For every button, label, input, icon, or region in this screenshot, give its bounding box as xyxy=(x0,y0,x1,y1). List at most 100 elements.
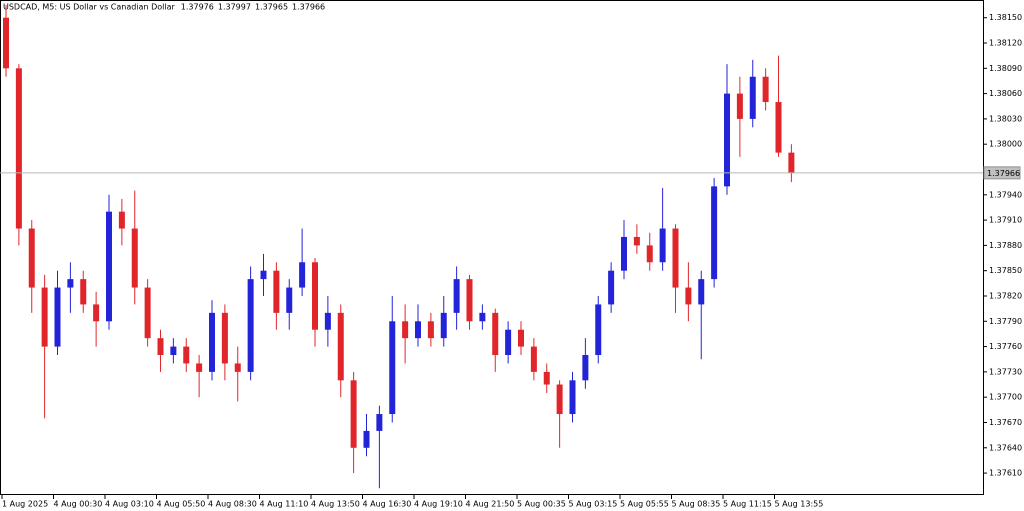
x-tick-label: 4 Aug 08:30 xyxy=(208,500,257,509)
candle-body xyxy=(530,346,537,372)
candle-body xyxy=(67,279,74,288)
candle-body xyxy=(518,329,524,347)
y-tick-label: 1.38060 xyxy=(989,89,1022,98)
header-ohlc: 1.37976 xyxy=(181,3,214,12)
x-tick-label: 5 Aug 13:55 xyxy=(775,500,824,509)
candle-body xyxy=(234,363,241,372)
candle-body xyxy=(402,321,409,339)
header: USDCAD, M5: US Dollar vs Canadian Dollar xyxy=(3,3,175,12)
y-tick-label: 1.37670 xyxy=(989,418,1022,427)
candle-body xyxy=(685,287,692,305)
price-label-box xyxy=(983,166,1021,180)
candle-body xyxy=(144,287,151,339)
candle-body xyxy=(543,371,550,385)
x-tick-label: 5 Aug 11:15 xyxy=(723,500,772,509)
y-tick-label: 1.37700 xyxy=(989,393,1022,402)
candle-body xyxy=(505,329,512,356)
y-tick-label: 1.37850 xyxy=(989,266,1022,275)
x-tick-label: 4 Aug 03:10 xyxy=(105,500,154,509)
candle-body xyxy=(749,76,756,119)
candle-body xyxy=(440,312,447,339)
candle-body xyxy=(595,304,602,356)
candle-body xyxy=(337,312,344,381)
y-tick-label: 1.37820 xyxy=(989,291,1022,300)
candle-body xyxy=(698,279,705,305)
candle-body xyxy=(427,321,434,339)
header-ohlc: 1.37965 xyxy=(255,3,288,12)
candle-body xyxy=(788,152,795,173)
candle-body xyxy=(466,279,473,322)
candle-body xyxy=(196,363,203,372)
candle-body xyxy=(54,287,61,347)
candle-body xyxy=(608,270,615,305)
y-tick-label: 1.37610 xyxy=(989,469,1022,478)
candle-body xyxy=(93,304,100,322)
candle-body xyxy=(492,312,499,356)
candle-body xyxy=(711,186,718,280)
candle-body xyxy=(41,287,48,347)
x-tick-label: 4 Aug 05:50 xyxy=(157,500,206,509)
candle-body xyxy=(621,236,627,271)
candle-body xyxy=(3,17,9,69)
x-tick-label: 4 Aug 11:10 xyxy=(260,500,309,509)
candle-body xyxy=(28,228,35,288)
x-tick-label: 5 Aug 05:55 xyxy=(620,500,669,509)
candle-body xyxy=(415,321,421,339)
candle-body xyxy=(363,430,370,448)
y-tick-label: 1.38120 xyxy=(989,39,1022,48)
candle-body xyxy=(453,279,460,313)
candle-body xyxy=(659,228,666,263)
x-tick-label: 1 Aug 2025 xyxy=(2,500,48,509)
candle-body xyxy=(299,262,306,288)
candle-body xyxy=(106,211,112,322)
chart-title: USDCAD, M5: US Dollar vs Canadian Dollar xyxy=(3,3,175,12)
candle-body xyxy=(324,312,331,330)
candle-body xyxy=(131,228,138,288)
x-tick-label: 4 Aug 16:30 xyxy=(363,500,412,509)
candle-body xyxy=(221,312,228,364)
price-label: 1.37966 xyxy=(987,169,1020,178)
plot-frame xyxy=(0,0,984,495)
candle-body xyxy=(556,384,563,415)
candle-body xyxy=(157,338,164,356)
y-tick-label: 1.37790 xyxy=(989,317,1022,326)
candle-body xyxy=(260,270,267,280)
candle-body xyxy=(209,312,215,372)
candle-body xyxy=(672,228,679,288)
x-tick-label: 5 Aug 03:15 xyxy=(569,500,618,509)
x-tick-label: 4 Aug 21:50 xyxy=(466,500,515,509)
candle-body xyxy=(286,287,293,313)
y-tick-label: 1.37640 xyxy=(989,443,1022,452)
candle-body xyxy=(389,321,396,415)
candle-body xyxy=(15,68,22,229)
candle-body xyxy=(582,355,589,381)
x-tick-label: 5 Aug 08:35 xyxy=(672,500,721,509)
candle-body xyxy=(724,93,730,187)
y-tick-label: 1.37910 xyxy=(989,216,1022,225)
candle-body xyxy=(247,279,254,372)
x-tick-label: 4 Aug 13:50 xyxy=(311,500,360,509)
candle-body xyxy=(775,102,782,153)
candle-body xyxy=(170,346,177,356)
candle-body xyxy=(273,270,280,313)
candle-body xyxy=(633,236,640,246)
y-tick-label: 1.37880 xyxy=(989,241,1022,250)
candle-body xyxy=(80,279,87,305)
candle-body xyxy=(762,76,769,103)
candle-body xyxy=(312,262,318,330)
y-tick-label: 1.38150 xyxy=(989,13,1022,22)
candle-body xyxy=(183,346,190,364)
x-tick-label: 4 Aug 00:30 xyxy=(54,500,103,509)
candle-body xyxy=(569,380,576,415)
y-tick-label: 1.37730 xyxy=(989,367,1022,376)
candle-body xyxy=(376,414,383,431)
y-tick-label: 1.37940 xyxy=(989,190,1022,199)
x-tick-label: 5 Aug 00:35 xyxy=(517,500,566,509)
y-tick-label: 1.38030 xyxy=(989,114,1022,123)
x-tick-label: 4 Aug 19:10 xyxy=(414,500,463,509)
candle-body xyxy=(646,245,653,263)
y-tick-label: 1.38090 xyxy=(989,64,1022,73)
candle-body xyxy=(479,312,486,322)
candle-body xyxy=(350,380,357,448)
